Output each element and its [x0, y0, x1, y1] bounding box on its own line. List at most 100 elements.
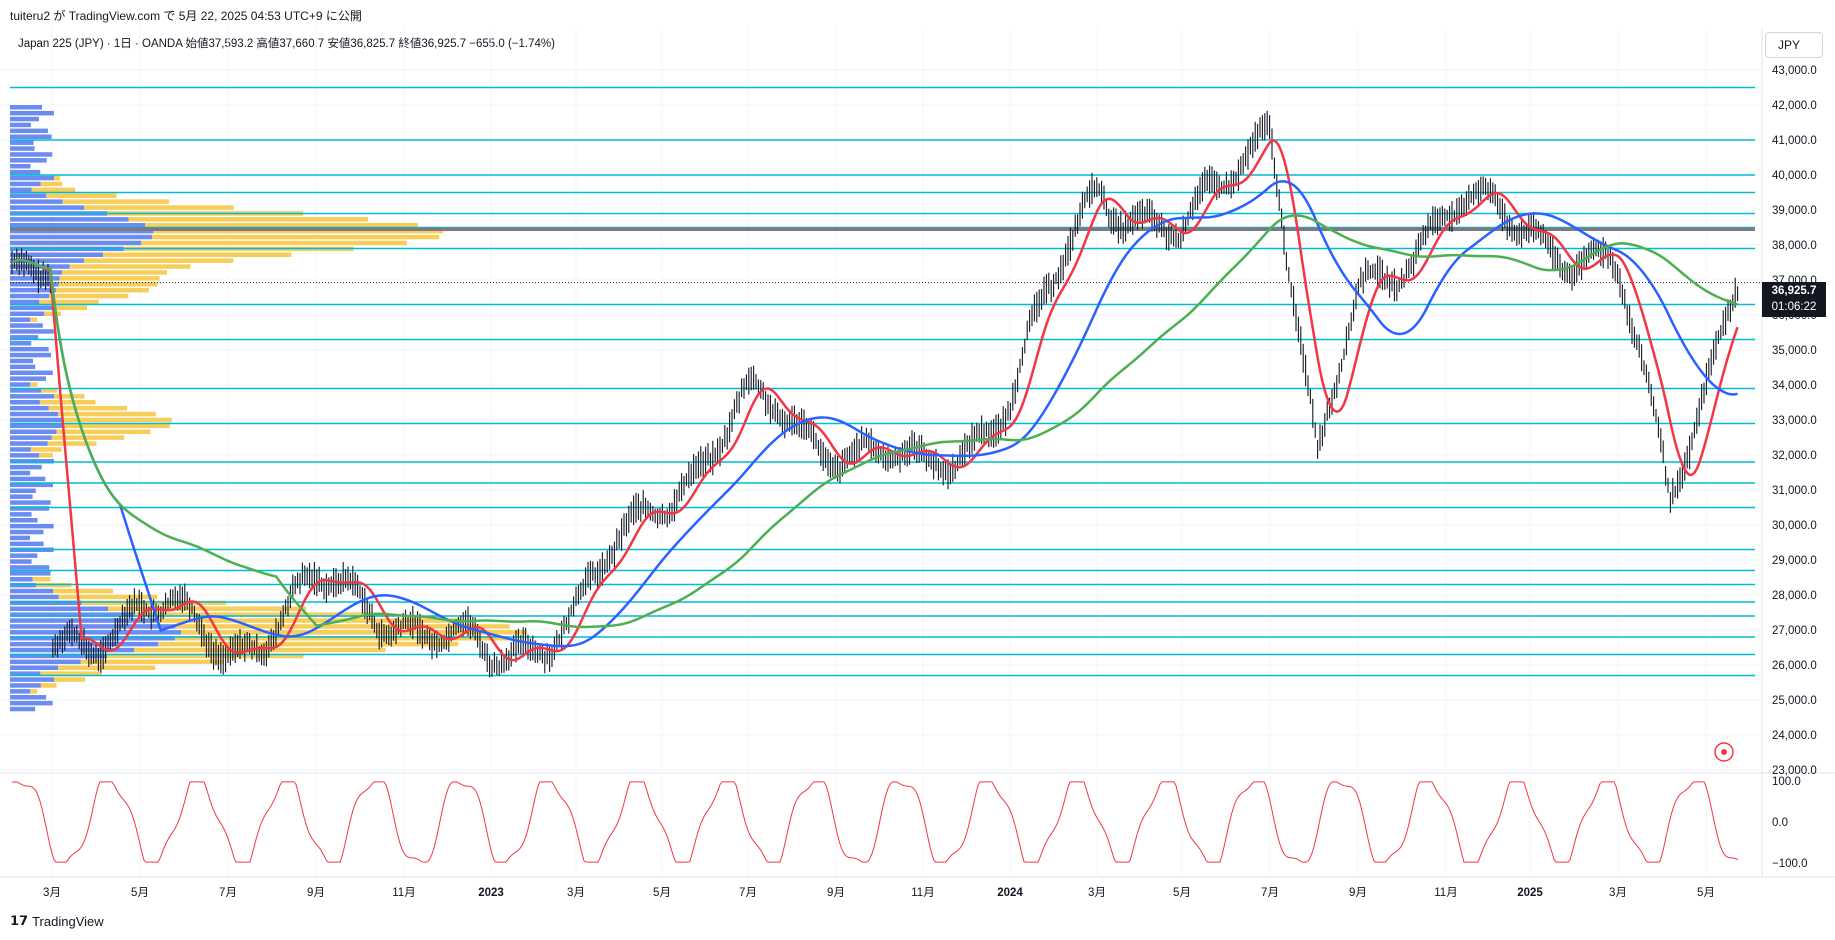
volume-profile-bar-blue	[10, 630, 181, 635]
volume-profile-bar-blue	[10, 323, 43, 328]
symbol-legend[interactable]: Japan 225 (JPY) · 1日 · OANDA 始値37,593.2 …	[18, 38, 555, 50]
volume-profile-bar-blue	[10, 105, 42, 110]
volume-profile-bar-blue	[10, 588, 54, 594]
volume-profile-bar-yellow	[58, 282, 158, 287]
volume-profile-bar-blue	[10, 317, 31, 322]
price-tick-label: 27,000.0	[1772, 625, 1817, 637]
volume-profile-bar-blue	[10, 665, 59, 670]
volume-profile-bar-yellow	[31, 187, 76, 193]
volume-profile-bar-blue	[10, 376, 46, 381]
alert-icon-dot	[1721, 749, 1727, 755]
volume-profile-bar-blue	[10, 394, 54, 399]
price-tick-label: 29,000.0	[1772, 555, 1817, 567]
time-tick-label: 3月	[43, 887, 61, 899]
volume-profile-bar-blue	[10, 689, 31, 694]
volume-profile-bar-yellow	[30, 447, 62, 452]
volume-profile-bar-blue	[10, 405, 49, 411]
volume-profile-bar-yellow	[53, 305, 87, 311]
volume-profile-bar-blue	[10, 293, 50, 299]
volume-profile-bar-yellow	[145, 223, 419, 228]
volume-profile-bar-blue	[10, 435, 52, 440]
volume-profile-bar-blue	[10, 653, 108, 659]
time-tick-label: 9月	[307, 887, 325, 899]
volume-profile-bar-blue	[10, 476, 46, 482]
volume-profile-bar-yellow	[153, 228, 444, 234]
price-tick-label: 32,000.0	[1772, 450, 1817, 462]
currency-button[interactable]: JPY	[1765, 32, 1823, 58]
volume-profile-bar-blue	[10, 400, 40, 405]
volume-profile-bar-blue	[10, 252, 104, 257]
volume-profile-bar-blue	[10, 193, 47, 198]
time-tick-label: 11月	[1434, 887, 1457, 899]
osc-tick-label: 100.0	[1772, 776, 1801, 788]
volume-profile-bar-yellow	[69, 264, 191, 269]
volume-profile-bar-yellow	[58, 665, 156, 670]
volume-profile-bar-blue	[10, 470, 31, 476]
time-tick-label: 3月	[567, 887, 585, 899]
volume-profile-bar-blue	[10, 175, 54, 181]
volume-profile-bar-blue	[10, 199, 63, 204]
volume-profile-bar-yellow	[53, 588, 114, 594]
price-tick-label: 41,000.0	[1772, 135, 1817, 147]
volume-profile-bar-blue	[10, 423, 63, 429]
volume-profile-bar-yellow	[62, 423, 170, 429]
footer-brand[interactable]: 𝟭𝟳 TradingView	[10, 913, 104, 929]
volume-profile-bar-blue	[10, 116, 39, 122]
volume-profile-bar-blue	[10, 659, 81, 665]
volume-profile-bar-blue	[10, 518, 38, 523]
brand-name: TradingView	[32, 913, 104, 929]
time-tick-label: 7月	[1261, 887, 1279, 899]
volume-profile-bar-blue	[10, 606, 109, 611]
price-tick-label: 28,000.0	[1772, 590, 1817, 602]
volume-profile-bar-yellow	[158, 641, 459, 647]
volume-profile-bar-blue	[10, 110, 54, 116]
volume-profile-bar-yellow	[40, 181, 63, 187]
volume-profile-bar-blue	[10, 382, 31, 387]
countdown-timer: 01:06:22	[1771, 301, 1817, 313]
volume-profile-bar-yellow	[175, 624, 510, 629]
volume-profile-bar-blue	[10, 140, 34, 145]
volume-profile-bar-blue	[10, 464, 42, 470]
volume-profile-bar-blue	[10, 482, 53, 488]
volume-profile-bar-yellow	[49, 293, 129, 299]
volume-profile-bar-yellow	[58, 594, 158, 600]
volume-profile-bar-blue	[10, 494, 33, 499]
volume-profile-bar-blue	[10, 571, 51, 576]
volume-profile-bar-blue	[10, 258, 84, 263]
time-tick-label: 7月	[219, 887, 237, 899]
volume-profile-bar-blue	[10, 529, 44, 535]
volume-profile-bar-yellow	[39, 400, 96, 405]
price-tick-label: 40,000.0	[1772, 170, 1817, 182]
volume-profile-bar-blue	[10, 577, 33, 582]
volume-profile-bar-blue	[10, 636, 175, 641]
time-tick-label: 11月	[911, 887, 934, 899]
time-tick-label: 5月	[1173, 887, 1191, 899]
volume-profile-bar-blue	[10, 122, 31, 128]
tradingview-logo-icon: 𝟭𝟳	[10, 913, 29, 928]
volume-profile-bar-blue	[10, 441, 48, 446]
price-tick-label: 34,000.0	[1772, 380, 1817, 392]
volume-profile-bar-yellow	[141, 240, 407, 246]
volume-profile-bar-blue	[10, 677, 54, 682]
volume-profile-bar-yellow	[63, 417, 172, 423]
time-tick-label: 9月	[827, 887, 845, 899]
volume-profile-bar-yellow	[48, 405, 128, 411]
volume-profile-bar-yellow	[152, 234, 440, 240]
volume-profile-bar-yellow	[53, 394, 85, 399]
volume-profile-bar-blue	[10, 500, 51, 505]
volume-profile-bar-blue	[10, 364, 36, 370]
volume-profile-bar-blue	[10, 612, 136, 617]
volume-profile-bar-yellow	[58, 411, 156, 417]
volume-profile-bar-blue	[10, 370, 53, 375]
volume-profile-bar-yellow	[62, 199, 170, 204]
volume-profile-bar-blue	[10, 311, 45, 316]
volume-profile-bar-blue	[10, 299, 40, 305]
volume-profile-bar-blue	[10, 358, 34, 364]
volume-profile-bar-blue	[10, 282, 59, 287]
volume-profile-bar-yellow	[56, 429, 151, 434]
volume-profile-bar-blue	[10, 618, 159, 623]
volume-profile-bar-blue	[10, 146, 35, 151]
volume-profile-bar-yellow	[84, 205, 234, 210]
volume-profile-bar-yellow	[55, 287, 149, 293]
